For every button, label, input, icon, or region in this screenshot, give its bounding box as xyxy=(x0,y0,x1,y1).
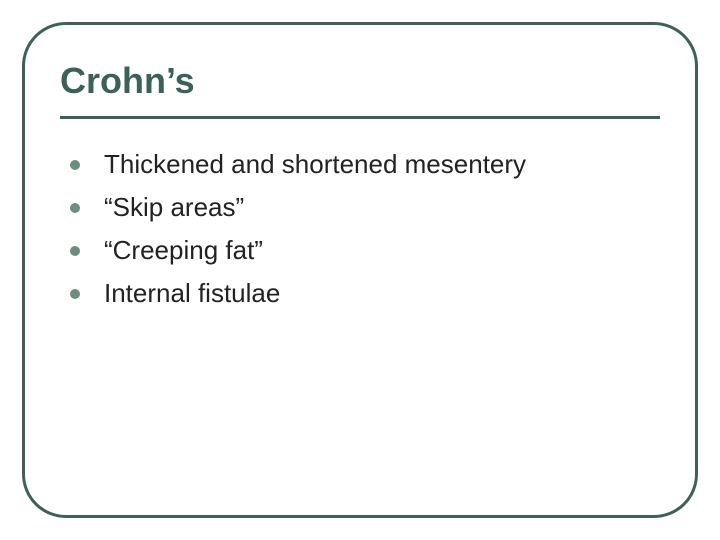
bullet-text: “Creeping fat” xyxy=(104,233,263,268)
bullet-icon xyxy=(70,203,80,213)
bullet-icon xyxy=(70,160,80,170)
slide-title: Crohn’s xyxy=(60,60,660,112)
bullet-list: Thickened and shortened mesentery “Skip … xyxy=(60,147,660,311)
list-item: “Creeping fat” xyxy=(70,233,660,268)
bullet-icon xyxy=(70,289,80,299)
bullet-icon xyxy=(70,246,80,256)
bullet-text: “Skip areas” xyxy=(104,190,244,225)
bullet-text: Thickened and shortened mesentery xyxy=(104,147,526,182)
list-item: “Skip areas” xyxy=(70,190,660,225)
title-underline xyxy=(60,116,660,119)
bullet-text: Internal fistulae xyxy=(104,276,280,311)
list-item: Thickened and shortened mesentery xyxy=(70,147,660,182)
slide-content: Crohn’s Thickened and shortened mesenter… xyxy=(60,60,660,319)
list-item: Internal fistulae xyxy=(70,276,660,311)
